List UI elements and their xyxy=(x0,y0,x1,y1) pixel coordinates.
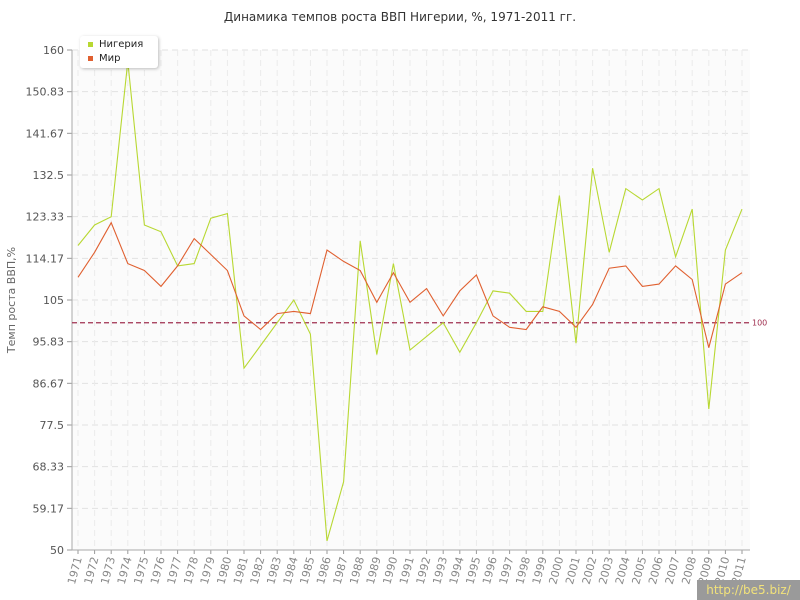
legend-item-nigeria[interactable]: Нигерия xyxy=(88,38,143,52)
reference-line-label: 100 xyxy=(752,319,767,328)
watermark-link[interactable]: http://be5.biz/ xyxy=(697,580,800,600)
y-tick-label: 95.83 xyxy=(33,336,65,349)
y-tick-label: 59.17 xyxy=(33,502,65,515)
y-tick-label: 114.17 xyxy=(26,252,65,265)
y-tick-label: 50 xyxy=(50,544,64,557)
y-axis-label: Темп роста ВВП,% xyxy=(5,247,18,354)
y-tick-label: 68.33 xyxy=(33,461,65,474)
axes xyxy=(67,49,750,554)
grid xyxy=(72,49,750,551)
reference-line-group: 100 xyxy=(72,319,767,328)
y-tick-label: 123.33 xyxy=(26,211,65,224)
y-tick-label: 160 xyxy=(43,44,64,57)
legend-label-world: Мир xyxy=(99,53,121,64)
y-tick-label: 141.67 xyxy=(26,127,65,140)
legend[interactable]: Нигерия Мир xyxy=(80,36,158,68)
series-line-world xyxy=(77,221,743,348)
chart-title: Динамика темпов роста ВВП Нигерии, %, 19… xyxy=(223,10,577,24)
y-tick-label: 132.5 xyxy=(33,169,65,182)
legend-swatch-nigeria xyxy=(88,41,93,47)
series-group xyxy=(77,61,743,542)
y-tick-label: 150.83 xyxy=(26,86,65,99)
y-tick-label: 105 xyxy=(43,294,64,307)
legend-item-world[interactable]: Мир xyxy=(88,52,120,66)
legend-swatch-world xyxy=(88,55,93,61)
y-tick-label: 86.67 xyxy=(33,377,65,390)
y-tick-label: 77.5 xyxy=(40,419,65,432)
series-line-nigeria xyxy=(77,61,743,542)
legend-label-nigeria: Нигерия xyxy=(99,39,144,50)
